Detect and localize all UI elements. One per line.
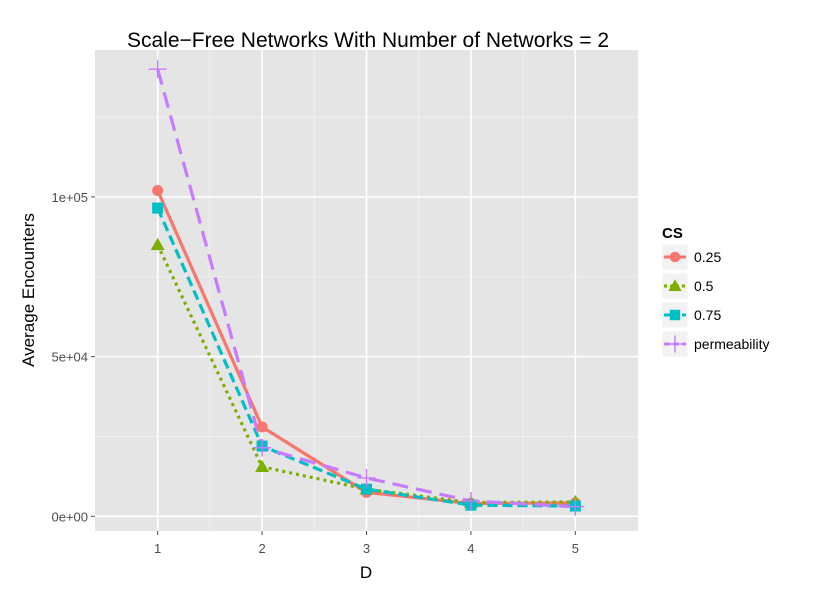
legend-key-marker: [669, 309, 681, 321]
major-gridlines: [95, 50, 638, 531]
data-point-permeability: [461, 491, 480, 510]
y-tick-label: 0e+00: [51, 509, 88, 524]
series-line-0-75: [156, 207, 576, 508]
legend-item-0-75: 0.75: [661, 301, 721, 329]
legend-title: CS: [662, 225, 683, 242]
legend-label: 0.75: [694, 307, 721, 323]
legend-item-permeability: permeability: [661, 330, 769, 358]
data-point-0-75: [361, 483, 372, 495]
legend-label: 0.25: [694, 249, 721, 265]
y-tick-label: 1e+05: [51, 190, 88, 205]
data-point-permeability: [148, 60, 167, 79]
data-point-0-75: [152, 202, 164, 214]
legend-label: 0.5: [694, 278, 714, 294]
chart-title: Scale−Free Networks With Number of Netwo…: [127, 29, 609, 52]
legend-label: permeability: [694, 336, 769, 352]
axis-layer: 1 2 3 4 5 0e+00 5e+04 1e+05: [51, 190, 578, 556]
x-tick-label: 4: [467, 541, 474, 556]
x-tick-label: 3: [363, 541, 370, 556]
y-axis-title: Average Encounters: [19, 213, 38, 367]
data-point-permeability: [566, 497, 585, 516]
data-point-0-25: [152, 185, 164, 197]
x-tick-label: 1: [154, 541, 161, 556]
legend-key-marker: [666, 335, 684, 353]
legend: CS 0.25 0.5 0.75 permeability: [661, 225, 769, 358]
x-tick-label: 2: [258, 541, 265, 556]
data-point-permeability: [357, 468, 376, 487]
data-point-0-5: [150, 237, 165, 251]
legend-items: 0.25 0.5 0.75 permeability: [661, 243, 769, 358]
legend-item-0-25: 0.25: [661, 243, 721, 271]
data-point-0-5: [255, 459, 270, 473]
legend-item-0-5: 0.5: [661, 272, 714, 300]
series-layer: [148, 60, 585, 516]
data-point-0-25: [256, 421, 268, 433]
y-tick-label: 5e+04: [51, 350, 88, 365]
legend-key-marker: [668, 279, 682, 291]
legend-key-marker: [669, 251, 681, 263]
x-axis-title: D: [360, 563, 372, 582]
data-point-permeability: [253, 438, 272, 457]
x-tick-label: 5: [572, 541, 579, 556]
